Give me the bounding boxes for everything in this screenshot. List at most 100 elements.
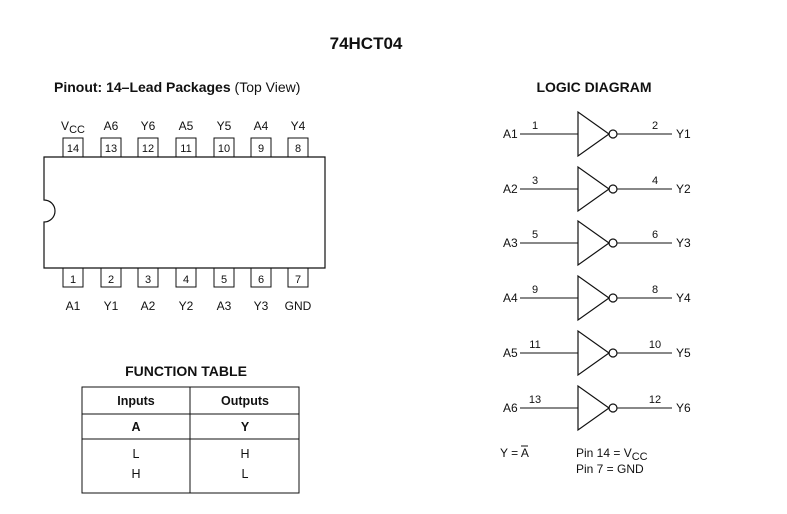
pin-label-a2: A2 (141, 299, 156, 313)
gate-output-label: Y3 (676, 236, 691, 250)
pin-label-y4: Y4 (291, 119, 306, 133)
pin-13: A6 13 (100, 119, 122, 158)
page-title: 74HCT04 (330, 34, 403, 53)
pinout-heading: Pinout: 14–Lead Packages (Top View) (54, 79, 300, 95)
pin-number: 14 (67, 143, 79, 155)
pin-label-y1: Y1 (104, 299, 119, 313)
pin-number: 2 (108, 274, 114, 286)
top-pin-row: VCC 14 A6 13 Y6 12 A5 11 Y5 10 A4 9 Y4 8 (61, 119, 309, 158)
pin-11: A5 11 (175, 119, 197, 158)
inverter-triangle (577, 165, 611, 213)
pin-12: Y6 12 (137, 119, 159, 158)
inverter-gate-3: A3 5 6 Y3 (503, 219, 691, 267)
pin-6: 6 Y3 (250, 267, 272, 313)
gate-input-pin: 13 (529, 394, 541, 406)
pin-box (62, 267, 84, 288)
pin-14: VCC 14 (61, 119, 85, 158)
inverter-triangle (577, 329, 611, 377)
gate-output-pin: 10 (649, 339, 661, 351)
inversion-bubble (608, 403, 618, 413)
inversion-bubble (608, 238, 618, 248)
pin-box (137, 267, 159, 288)
dip-package-body (43, 156, 326, 269)
gate-output-label: Y5 (676, 346, 691, 360)
inversion-bubble (608, 129, 618, 139)
pin-2: 2 Y1 (100, 267, 122, 313)
pin-label-a3: A3 (217, 299, 232, 313)
gate-output-pin: 6 (652, 229, 658, 241)
pin-number: 9 (258, 143, 264, 155)
pin-number: 8 (295, 143, 301, 155)
pin-label-y3: Y3 (254, 299, 269, 313)
pin-number: 13 (105, 143, 117, 155)
outputs-header: Outputs (221, 394, 269, 408)
pin-box (287, 267, 309, 288)
table-cell: L (133, 447, 140, 461)
pin-number: 6 (258, 274, 264, 286)
pin14-note: Pin 14 = VCC (576, 446, 648, 463)
pin-number: 4 (183, 274, 189, 286)
pin-3: 3 A2 (137, 267, 159, 313)
pin-number: 10 (218, 143, 230, 155)
pin-label-y6: Y6 (141, 119, 156, 133)
pin-box (175, 137, 197, 158)
gate-output-pin: 8 (652, 284, 658, 296)
gate-output-label: Y2 (676, 182, 691, 196)
pin14-prefix: Pin 14 = V (576, 446, 632, 460)
pin14-sub: CC (632, 451, 648, 463)
inverter-gate-1: A1 1 2 Y1 (503, 110, 691, 158)
pin-number: 5 (221, 274, 227, 286)
pinout-heading-bold: Pinout: 14–Lead Packages (54, 79, 231, 95)
table-cell: L (242, 467, 249, 481)
gate-input-label: A5 (503, 346, 518, 360)
pin-5: 5 A3 (213, 267, 235, 313)
pin-number: 7 (295, 274, 301, 286)
gate-input-label: A3 (503, 236, 518, 250)
pin-label-a1: A1 (66, 299, 81, 313)
pin-number: 12 (142, 143, 154, 155)
pin-4: 4 Y2 (175, 267, 197, 313)
function-table: Inputs Outputs A Y L H H L (81, 386, 300, 494)
gate-input-pin: 5 (532, 229, 538, 241)
gate-input-label: A2 (503, 182, 518, 196)
gate-input-label: A1 (503, 127, 518, 141)
bottom-pin-row: 1 A1 2 Y1 3 A2 4 Y2 5 A3 6 Y3 7 GND (62, 267, 312, 313)
inverter-triangle (577, 384, 611, 432)
inverter-gate-2: A2 3 4 Y2 (503, 165, 691, 213)
logic-diagram-heading: LOGIC DIAGRAM (536, 79, 651, 95)
gate-output-label: Y1 (676, 127, 691, 141)
inversion-bubble (608, 184, 618, 194)
gate-input-pin: 1 (532, 120, 538, 132)
vcc-subscript: CC (69, 124, 85, 136)
inverter-triangle (577, 219, 611, 267)
table-cell: H (240, 447, 249, 461)
pin-9: A4 9 (250, 119, 272, 158)
function-table-heading: FUNCTION TABLE (125, 363, 247, 379)
pin-label-y5: Y5 (217, 119, 232, 133)
pin-label-gnd: GND (285, 299, 312, 313)
vcc-v: V (61, 119, 69, 133)
pin-box (137, 137, 159, 158)
pin-label-a4: A4 (254, 119, 269, 133)
gate-input-label: A6 (503, 401, 518, 415)
equation-a-bar: A (521, 446, 529, 460)
logic-equation: Y = A (500, 446, 529, 460)
inverter-gate-4: A4 9 8 Y4 (503, 274, 691, 322)
gate-input-pin: 9 (532, 284, 538, 296)
inverter-triangle (577, 110, 611, 158)
pin-number: 3 (145, 274, 151, 286)
inversion-bubble (608, 293, 618, 303)
pin-label-y2: Y2 (179, 299, 194, 313)
pin-8: Y4 8 (287, 119, 309, 158)
pin-10: Y5 10 (213, 119, 235, 158)
pin-box (213, 267, 235, 288)
gate-input-pin: 11 (529, 339, 540, 351)
inverter-gate-6: A6 13 12 Y6 (503, 384, 691, 432)
inverter-gate-5: A5 11 10 Y5 (503, 329, 691, 377)
pin-label-a5: A5 (179, 119, 194, 133)
pin-box (213, 137, 235, 158)
inversion-bubble (608, 348, 618, 358)
inverter-triangle (577, 274, 611, 322)
